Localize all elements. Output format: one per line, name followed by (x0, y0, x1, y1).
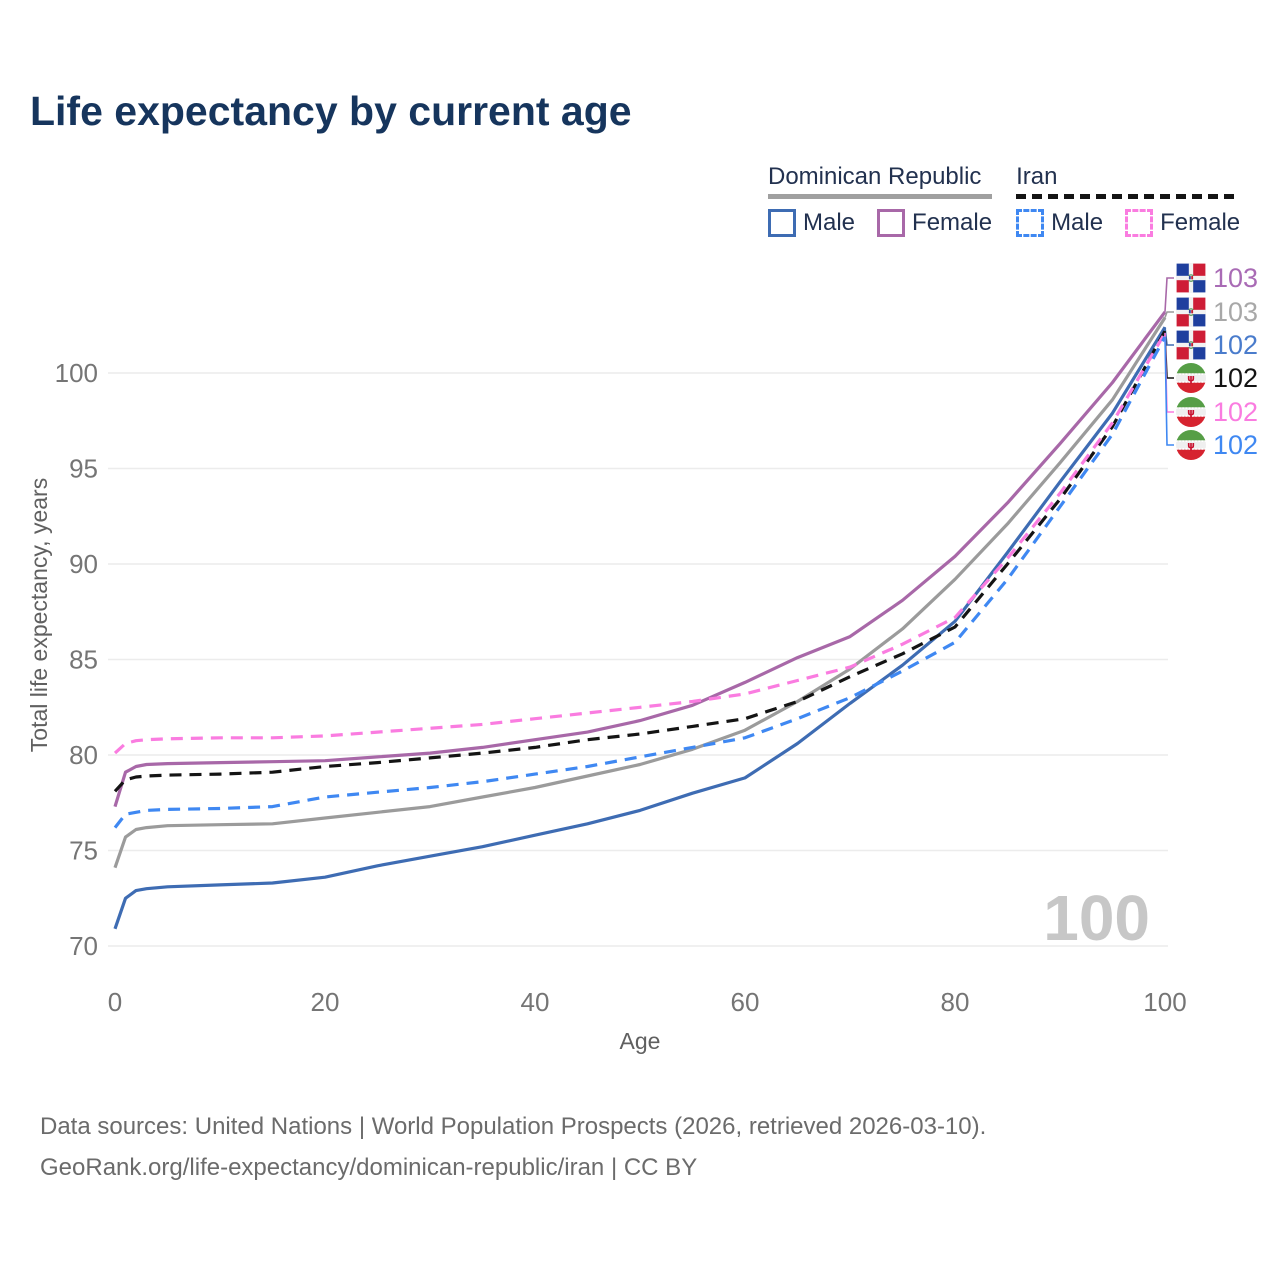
y-tick-label-85: 85 (69, 645, 98, 675)
legend-swatch-icon (1016, 209, 1045, 237)
series-line-iran-female[interactable] (113, 332, 1167, 755)
y-tick-label-80: 80 (69, 740, 98, 770)
series-line-dominican-republic-total[interactable] (113, 316, 1167, 869)
dominican-republic-flag-icon (1176, 263, 1206, 293)
series-line-iran-total[interactable] (113, 330, 1167, 793)
x-tick-label-20: 20 (311, 987, 340, 1017)
end-label-value: 102 (1213, 429, 1259, 460)
end-label-connector-dominican-republic-male (1164, 327, 1174, 346)
end-label-value: 102 (1213, 396, 1259, 427)
end-label-value: 102 (1213, 362, 1259, 393)
footer-source-line: Data sources: United Nations | World Pop… (40, 1113, 987, 1140)
end-label-row-iran-male[interactable]: ψ 102 (1176, 430, 1258, 460)
iran-flag-icon: ψ (1176, 363, 1206, 393)
y-axis-title: Total life expectancy, years (26, 478, 52, 752)
legend-group-dominican-republic: Dominican Republic Male Female (768, 163, 993, 237)
end-label-value: 102 (1213, 329, 1259, 360)
legend-item-label: Female (912, 209, 993, 236)
legend-swatch-icon (768, 209, 796, 237)
legend-country-line-style (768, 194, 993, 199)
series-line-dominican-republic-female[interactable] (113, 310, 1167, 808)
legend-item-iran-female[interactable]: Female (1125, 209, 1240, 237)
y-tick-label-70: 70 (69, 931, 98, 961)
chart-footer: Data sources: United Nations | World Pop… (40, 1106, 986, 1188)
legend-swatch-icon (877, 209, 906, 237)
y-tick-label-95: 95 (69, 454, 98, 484)
legend-country-line-style (1016, 194, 1241, 199)
legend-item-label: Male (803, 209, 856, 236)
legend-item-label: Female (1160, 209, 1241, 236)
watermark-age-value: 100 (1043, 882, 1150, 954)
x-tick-label-80: 80 (941, 987, 970, 1017)
y-tick-label-100: 100 (55, 358, 98, 388)
legend-group-iran: Iran Male Female (1016, 163, 1241, 237)
dominican-republic-flag-icon (1176, 330, 1206, 360)
end-label-row-iran-female[interactable]: ψ 102 (1176, 397, 1258, 427)
end-label-value: 103 (1213, 296, 1259, 327)
end-label-row-dominican-republic-male[interactable]: 102 (1176, 330, 1258, 360)
end-label-connector-dominican-republic-female (1164, 277, 1174, 312)
legend-country-label[interactable]: Iran (1016, 163, 1058, 190)
end-label-connector-iran-male (1164, 336, 1174, 446)
footer-link-line: GeoRank.org/life-expectancy/dominican-re… (40, 1154, 698, 1181)
end-label-row-dominican-republic-female[interactable]: 103 (1176, 263, 1258, 293)
series-line-dominican-republic-male[interactable] (113, 326, 1167, 930)
end-label-connector-dominican-republic-total (1164, 311, 1174, 318)
dominican-republic-flag-icon (1176, 297, 1206, 327)
iran-flag-icon: ψ (1176, 397, 1206, 427)
end-label-row-dominican-republic-total[interactable]: 103 (1176, 297, 1258, 327)
svg-text:ψ: ψ (1187, 407, 1195, 418)
x-axis-title: Age (620, 1028, 661, 1054)
iran-flag-icon: ψ (1176, 430, 1206, 460)
svg-text:ψ: ψ (1187, 440, 1195, 451)
end-label-row-iran-total[interactable]: ψ 102 (1176, 363, 1258, 393)
legend-swatch-icon (1125, 209, 1154, 237)
series-line-iran-male[interactable] (113, 335, 1167, 829)
legend-country-label[interactable]: Dominican Republic (768, 163, 982, 190)
legend-item-label: Male (1051, 209, 1104, 236)
svg-text:ψ: ψ (1187, 373, 1195, 384)
legend-item-iran-male[interactable]: Male (1016, 209, 1103, 237)
x-tick-label-100: 100 (1143, 987, 1186, 1017)
x-tick-label-60: 60 (731, 987, 760, 1017)
x-tick-label-40: 40 (521, 987, 550, 1017)
legend-item-dominican-republic-female[interactable]: Female (877, 209, 992, 237)
end-label-value: 103 (1213, 262, 1259, 293)
x-tick-label-0: 0 (108, 987, 122, 1017)
legend: Dominican Republic Male Female Iran Male Fema… (768, 163, 1241, 237)
legend-item-dominican-republic-male[interactable]: Male (768, 209, 855, 237)
y-tick-label-90: 90 (69, 549, 98, 579)
y-tick-label-75: 75 (69, 836, 98, 866)
page-title: Life expectancy by current age (30, 88, 632, 134)
